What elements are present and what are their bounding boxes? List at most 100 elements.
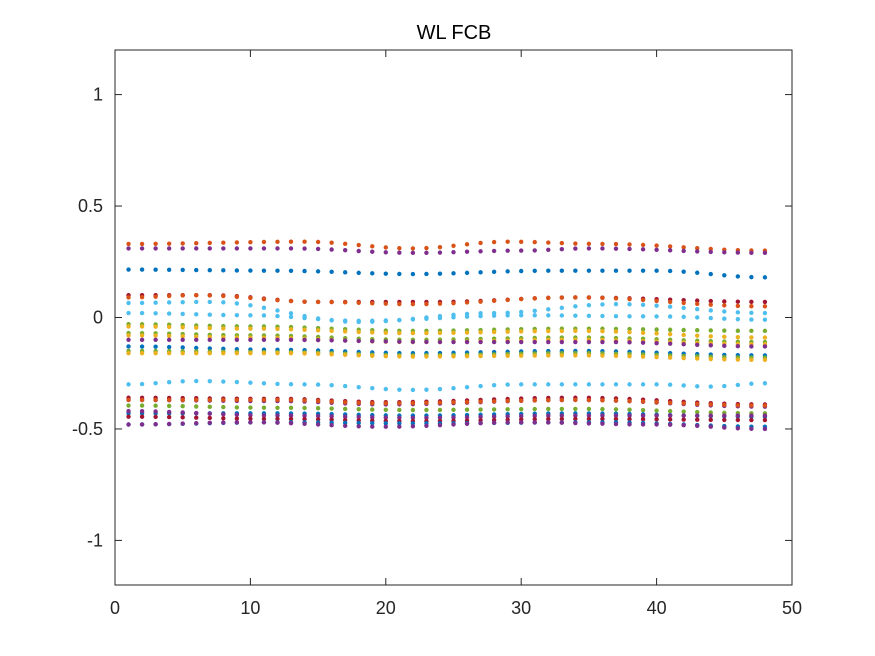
data-point xyxy=(248,239,253,245)
data-point xyxy=(654,382,659,387)
data-point xyxy=(708,356,713,362)
data-point xyxy=(248,268,253,273)
data-point xyxy=(573,420,578,426)
data-point xyxy=(397,317,402,323)
data-points-layer xyxy=(126,239,768,432)
data-point xyxy=(261,326,267,331)
data-point xyxy=(356,353,361,358)
data-point xyxy=(302,351,307,356)
data-point xyxy=(532,398,537,403)
data-point xyxy=(302,315,307,321)
data-point xyxy=(695,301,700,307)
data-point xyxy=(762,299,768,305)
data-point xyxy=(749,310,754,316)
data-point xyxy=(735,403,741,408)
data-point xyxy=(207,350,212,356)
data-point xyxy=(640,382,646,387)
data-point xyxy=(370,318,375,323)
data-point xyxy=(437,250,443,255)
data-point xyxy=(261,381,267,386)
data-point xyxy=(194,325,199,330)
data-point xyxy=(370,249,375,254)
data-point xyxy=(275,337,280,342)
data-point xyxy=(708,410,713,415)
data-point xyxy=(667,422,673,427)
data-point xyxy=(695,342,700,348)
data-point xyxy=(153,333,158,338)
series-15 xyxy=(126,350,768,363)
data-point xyxy=(613,339,619,345)
data-point xyxy=(586,406,592,412)
data-point xyxy=(248,295,253,301)
data-point xyxy=(519,413,524,419)
data-point xyxy=(139,344,145,349)
data-point xyxy=(749,274,754,280)
data-point xyxy=(261,268,267,273)
data-point xyxy=(654,298,659,304)
data-point xyxy=(342,414,348,419)
data-point xyxy=(519,339,524,345)
data-point xyxy=(478,240,483,246)
data-point xyxy=(762,344,768,349)
data-point xyxy=(315,351,321,357)
data-point xyxy=(126,300,131,306)
data-point xyxy=(221,379,226,384)
data-point xyxy=(180,410,185,415)
chart-title: WL FCB xyxy=(417,22,492,44)
data-point xyxy=(546,295,551,301)
data-point xyxy=(546,313,551,318)
data-point xyxy=(735,335,741,340)
data-point xyxy=(667,341,673,346)
data-point xyxy=(383,245,388,250)
data-point xyxy=(424,330,429,336)
data-point xyxy=(573,382,578,387)
data-point xyxy=(180,404,185,409)
data-point xyxy=(370,424,375,429)
data-point xyxy=(437,330,443,336)
data-point xyxy=(329,240,334,245)
data-point xyxy=(221,404,226,410)
data-point xyxy=(315,337,321,343)
data-point xyxy=(681,422,686,428)
data-point xyxy=(749,426,754,431)
data-point xyxy=(749,304,754,309)
data-point xyxy=(708,417,713,423)
data-point xyxy=(667,355,673,360)
data-point xyxy=(722,417,727,423)
data-point xyxy=(180,421,185,426)
data-point xyxy=(613,268,619,273)
data-point xyxy=(180,334,185,339)
data-point xyxy=(722,413,727,418)
data-point xyxy=(681,417,686,422)
data-point xyxy=(126,246,131,251)
data-point xyxy=(315,239,321,245)
data-point xyxy=(356,248,361,254)
data-point xyxy=(315,413,321,419)
data-point xyxy=(573,413,578,418)
data-point xyxy=(424,407,429,413)
data-point xyxy=(194,397,199,403)
data-point xyxy=(383,318,388,323)
data-point xyxy=(153,311,158,316)
data-point xyxy=(315,417,321,422)
data-point xyxy=(139,267,145,272)
data-point xyxy=(180,337,185,342)
data-point xyxy=(532,268,537,273)
data-point xyxy=(397,339,402,344)
data-point xyxy=(627,382,632,387)
data-point xyxy=(559,268,565,273)
data-point xyxy=(600,339,605,345)
data-point xyxy=(424,387,429,392)
data-point xyxy=(451,330,456,335)
data-point xyxy=(410,330,416,336)
data-point xyxy=(248,420,253,425)
data-point xyxy=(464,314,470,319)
data-point xyxy=(315,398,321,404)
data-point xyxy=(207,420,212,426)
data-point xyxy=(505,297,510,303)
data-point xyxy=(288,382,294,387)
data-point xyxy=(153,267,158,272)
data-point xyxy=(248,416,253,421)
data-point xyxy=(735,382,741,388)
data-point xyxy=(667,382,673,387)
